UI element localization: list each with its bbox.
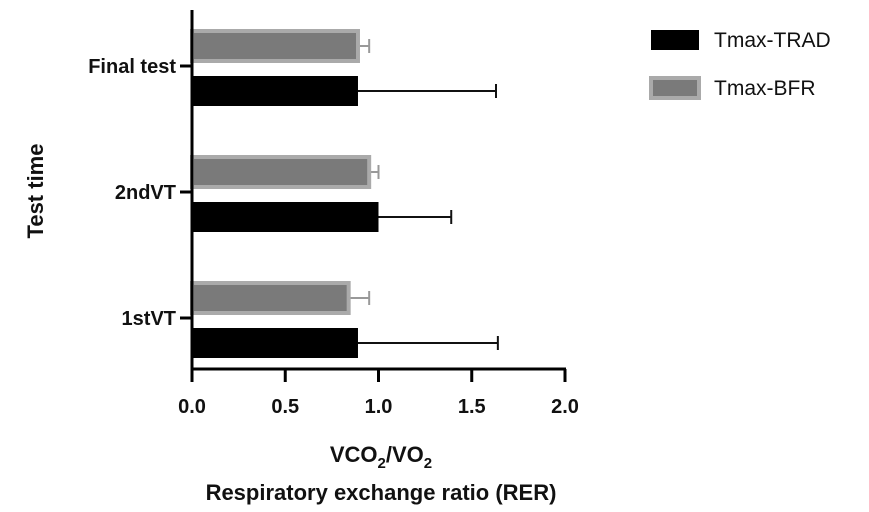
x-axis-title-line2: Respiratory exchange ratio (RER) [206, 480, 557, 505]
x-tick-label-1: 0.5 [271, 396, 299, 418]
bar-tmax-bfr-2ndvt [190, 155, 372, 189]
y-axis-title: Test time [23, 144, 48, 239]
y-tick-label-1stvt: 1stVT [122, 308, 176, 330]
bar-tmax-bfr-1stvt [190, 281, 351, 315]
ticks-layer: Final test 2ndVT 1stVT 0.0 0.5 1.0 1.5 2.0 [88, 56, 579, 418]
x-axis-title-vo: /VO [386, 442, 424, 467]
legend-swatch-tmax-trad [651, 30, 699, 50]
legend-label-tmax-trad: Tmax-TRAD [714, 29, 831, 52]
x-tick-label-4: 2.0 [551, 396, 579, 418]
bar-tmax-trad-2ndvt [192, 202, 379, 232]
bar-tmax-trad-1stvt [192, 328, 358, 358]
x-tick-label-2: 1.0 [365, 396, 393, 418]
legend: Tmax-TRAD Tmax-BFR [649, 29, 831, 100]
x-axis-title-vco: VCO [330, 442, 378, 467]
y-tick-label-2ndvt: 2ndVT [115, 182, 176, 204]
legend-label-tmax-bfr: Tmax-BFR [714, 77, 816, 100]
legend-swatch-tmax-bfr [649, 76, 701, 100]
x-axis-title-sub2: 2 [424, 455, 432, 472]
x-tick-label-3: 1.5 [458, 396, 486, 418]
x-axis-title-sub1: 2 [378, 455, 386, 472]
axes-layer [190, 10, 566, 371]
y-tick-label-final-test: Final test [88, 56, 176, 78]
bars-layer [190, 29, 499, 358]
bar-tmax-bfr-final-test [190, 29, 360, 63]
bar-tmax-trad-final-test [192, 76, 358, 106]
x-tick-label-0: 0.0 [178, 396, 206, 418]
x-axis-title-line1: VCO2/VO2 [330, 442, 432, 472]
